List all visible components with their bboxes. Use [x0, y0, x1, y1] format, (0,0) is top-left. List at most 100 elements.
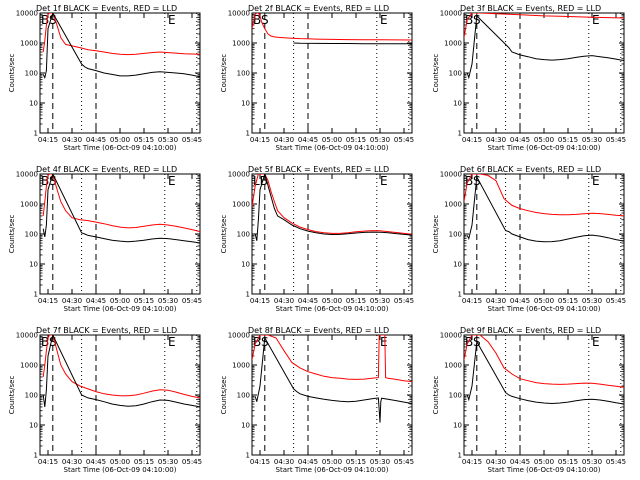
x-tick-label: 05:30	[158, 136, 178, 144]
plot-frame	[39, 173, 201, 295]
x-axis-label: Start Time (06-Oct-09 04:10:00)	[488, 466, 601, 474]
x-tick-label: 04:45	[298, 297, 318, 305]
y-tick-label: 1	[246, 291, 250, 299]
panel-title: Det 4f BLACK = Events, RED = LLD	[36, 165, 177, 174]
series-line-red	[464, 335, 624, 388]
y-axis-label: Counts/sec	[220, 215, 228, 254]
x-tick-label: 05:30	[582, 458, 602, 466]
marker-right-label: E	[168, 335, 176, 349]
y-tick-label: 10000	[16, 171, 38, 179]
x-axis-label: Start Time (06-Oct-09 04:10:00)	[488, 305, 601, 313]
y-tick-label: 1000	[444, 201, 462, 209]
x-tick-label: 05:45	[606, 297, 626, 305]
y-tick-label: 1000	[20, 201, 38, 209]
series-line-red	[42, 335, 200, 399]
panel-5: Det 5f BLACK = Events, RED = LLD 1 10 100 10…	[220, 165, 414, 313]
y-tick-label: 100	[449, 231, 462, 239]
panel-7: Det 7f BLACK = Events, RED = LLD 1 10 100 10…	[8, 326, 202, 474]
x-tick-label: 04:30	[274, 458, 294, 466]
panel-9: Det 9f BLACK = Events, RED = LLD 1 10 100 10…	[432, 326, 626, 474]
x-tick-label: 04:45	[510, 297, 530, 305]
panel-title: Det 5f BLACK = Events, RED = LLD	[248, 165, 389, 174]
y-tick-label: 1000	[232, 40, 250, 48]
x-tick-label: 04:30	[486, 297, 506, 305]
x-tick-label: 05:45	[394, 297, 414, 305]
series-line-black	[466, 175, 624, 243]
x-tick-label: 04:15	[38, 297, 58, 305]
panel-2: Det 2f BLACK = Events, RED = LLD 1 10 100 10…	[220, 4, 414, 152]
y-tick-label: 1	[458, 130, 462, 138]
x-tick-label: 04:45	[86, 136, 106, 144]
y-axis-label: Counts/sec	[432, 215, 440, 254]
y-tick-label: 1000	[232, 201, 250, 209]
x-tick-label: 05:15	[134, 136, 154, 144]
x-axis-label: Start Time (06-Oct-09 04:10:00)	[276, 466, 389, 474]
x-axis-label: Start Time (06-Oct-09 04:10:00)	[276, 305, 389, 313]
plot-frame	[463, 334, 625, 456]
y-tick-label: 10000	[440, 10, 462, 18]
x-tick-label: 05:00	[110, 297, 130, 305]
panel-6: Det 6f BLACK = Events, RED = LLD 1 10 100 10…	[432, 165, 626, 313]
x-tick-label: 04:45	[510, 136, 530, 144]
x-tick-label: 05:15	[134, 297, 154, 305]
x-tick-label: 04:30	[486, 136, 506, 144]
x-tick-label: 04:45	[298, 136, 318, 144]
x-tick-label: 04:45	[510, 458, 530, 466]
y-axis-label: Counts/sec	[8, 54, 16, 93]
y-tick-label: 1000	[20, 40, 38, 48]
y-tick-label: 1000	[20, 362, 38, 370]
panel-title: Det 3f BLACK = Events, RED = LLD	[460, 4, 601, 13]
y-axis-label: Counts/sec	[220, 54, 228, 93]
series-line-red	[464, 13, 624, 38]
series-line-red	[42, 13, 200, 56]
y-tick-label: 100	[237, 392, 250, 400]
series-line-black	[293, 42, 412, 45]
x-tick-label: 04:15	[462, 136, 482, 144]
marker-right-label: E	[168, 13, 176, 27]
marker-left-label: BS	[41, 335, 57, 349]
x-tick-label: 05:30	[582, 297, 602, 305]
y-tick-label: 100	[237, 70, 250, 78]
marker-right-label: E	[168, 174, 176, 188]
x-axis-label: Start Time (06-Oct-09 04:10:00)	[488, 144, 601, 152]
panel-title: Det 8f BLACK = Events, RED = LLD	[248, 326, 389, 335]
y-tick-label: 1	[34, 452, 38, 460]
y-tick-label: 100	[25, 231, 38, 239]
x-tick-label: 05:00	[534, 297, 554, 305]
y-tick-label: 1	[458, 291, 462, 299]
x-axis-label: Start Time (06-Oct-09 04:10:00)	[64, 144, 177, 152]
x-tick-label: 05:45	[606, 458, 626, 466]
panel-title: Det 2f BLACK = Events, RED = LLD	[248, 4, 389, 13]
y-tick-label: 10	[453, 261, 462, 269]
marker-left-label: BS	[465, 174, 481, 188]
series-line-black	[466, 340, 624, 405]
x-tick-label: 05:45	[182, 297, 202, 305]
plot-frame	[251, 334, 413, 456]
marker-right-label: E	[592, 174, 600, 188]
y-tick-label: 1000	[444, 362, 462, 370]
marker-left-label: BS	[41, 174, 57, 188]
x-tick-label: 04:45	[86, 297, 106, 305]
x-tick-label: 04:15	[462, 297, 482, 305]
series-line-black	[42, 174, 200, 244]
series-line-red	[252, 13, 412, 41]
x-tick-label: 04:15	[462, 458, 482, 466]
marker-right-label: E	[592, 13, 600, 27]
y-axis-label: Counts/sec	[8, 215, 16, 254]
marker-right-label: E	[380, 335, 388, 349]
y-axis-label: Counts/sec	[432, 376, 440, 415]
x-tick-label: 05:30	[158, 458, 178, 466]
x-tick-label: 05:30	[370, 458, 390, 466]
y-tick-label: 10	[453, 100, 462, 108]
y-tick-label: 10000	[228, 10, 250, 18]
x-tick-label: 05:30	[370, 136, 390, 144]
x-tick-label: 05:15	[346, 458, 366, 466]
x-tick-label: 05:45	[182, 458, 202, 466]
x-tick-label: 04:15	[250, 297, 270, 305]
series-line-black	[42, 13, 200, 80]
series-line-red	[42, 174, 200, 233]
marker-right-label: E	[592, 335, 600, 349]
panel-3: Det 3f BLACK = Events, RED = LLD 1 10 100 10…	[432, 4, 626, 152]
y-tick-label: 1	[246, 452, 250, 460]
series-line-red	[252, 174, 412, 235]
